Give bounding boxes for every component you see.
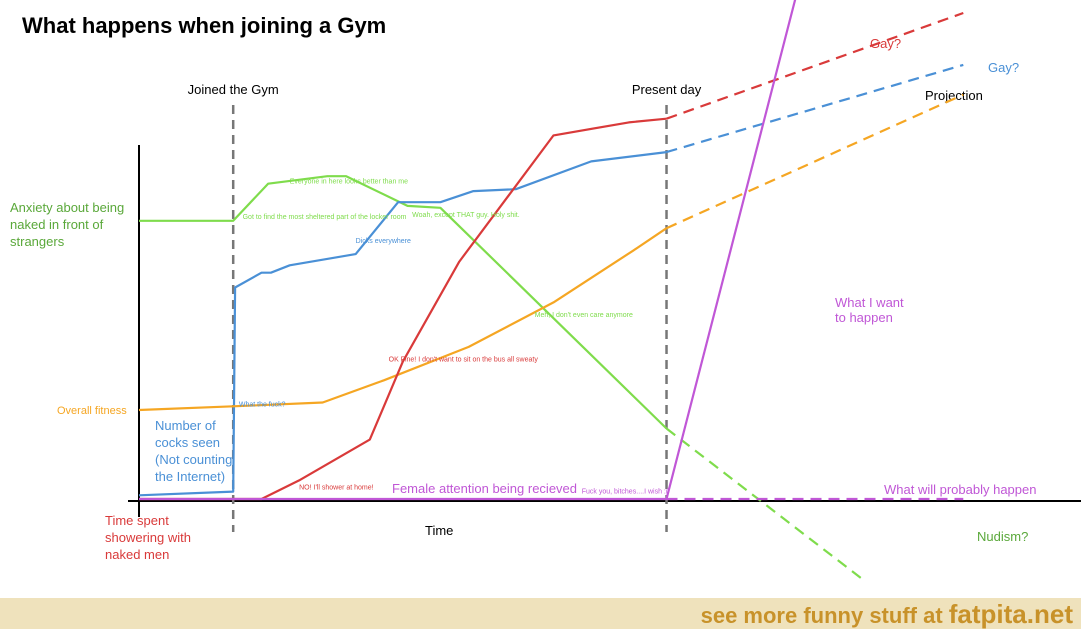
series-time-spent-showering-with-naked-men-annotation-0: NO! I'll shower at home! — [299, 485, 374, 492]
footer-prefix: see more funny stuff at — [700, 603, 949, 628]
series-anxiety-about-being-naked-in-front-of-st-line — [139, 175, 668, 430]
series-label-female-attention: Female attention being recieved — [392, 481, 577, 496]
series-time-spent-showering-with-naked-men-line — [139, 117, 667, 501]
series-label-cocks: Number of cocks seen (Not counting the I… — [155, 418, 236, 484]
series-anxiety-about-being-naked-in-front-of-st-projection — [665, 427, 865, 582]
projection-label-red-gay: Gay? — [870, 36, 901, 51]
series-label-showering: Time spent showering with naked men — [105, 513, 195, 562]
series-number-of-cocks-seen-not-counting-the-in-line — [138, 151, 667, 497]
gym-line-chart: What happens when joining a Gym Time Joi… — [10, 0, 1081, 582]
series-female-attention-being-recieved-wish-line — [665, 0, 797, 500]
series-number-of-cocks-seen-not-counting-the-in-annotation-1: Dicks everywhere — [356, 238, 411, 245]
chart-title: What happens when joining a Gym — [22, 13, 386, 38]
projection-label-wish-2: to happen — [835, 310, 893, 325]
series-anxiety-about-being-naked-in-front-of-st-annotation-1: Everyone in here looks better than me — [290, 179, 408, 186]
series-number-of-cocks-seen-not-counting-the-in-projection — [666, 63, 964, 154]
series-label-anxiety: Anxiety about being naked in front of st… — [10, 200, 128, 249]
projection-label-nudism: Nudism? — [977, 529, 1028, 544]
time-markers: Joined the Gym Present day — [188, 82, 702, 532]
projection-label-wish-1: What I want — [835, 295, 904, 310]
footer-banner: see more funny stuff at fatpita.net — [0, 598, 1081, 629]
series-anxiety-about-being-naked-in-front-of-st-annotation-3: Meh, I don't even care anymore — [535, 312, 633, 319]
projection-label: Projection — [925, 88, 983, 103]
series-layer — [138, 0, 964, 582]
series-time-spent-showering-with-naked-men-annotation-1: OK Fine! I don't want to sit on the bus … — [389, 357, 539, 364]
x-axis-label: Time — [425, 523, 453, 538]
series-number-of-cocks-seen-not-counting-the-in-annotation-0: What the fuck? — [239, 401, 286, 408]
series-overall-fitness-line — [138, 227, 668, 412]
series-time-spent-showering-with-naked-men-projection — [666, 11, 964, 120]
series-anxiety-about-being-naked-in-front-of-st-annotation-2: Woah, except THAT guy. Holy shit. — [412, 212, 520, 219]
series-overall-fitness-projection — [666, 93, 964, 230]
projection-label-probably: What will probably happen — [884, 482, 1036, 497]
series-anxiety-about-being-naked-in-front-of-st-annotation-0: Got to find the most sheltered part of t… — [243, 214, 407, 221]
series-female-attention-being-recieved-annotation-1: ...I wish :( — [638, 488, 669, 495]
annotation-layer: Got to find the most sheltered part of t… — [239, 36, 1037, 544]
marker-label-1: Present day — [632, 82, 702, 97]
series-label-fitness: Overall fitness — [57, 405, 127, 417]
marker-label-0: Joined the Gym — [188, 82, 279, 97]
projection-label-blue-gay: Gay? — [988, 60, 1019, 75]
series-female-attention-being-recieved-annotation-0: Fuck you, bitches. — [582, 488, 638, 495]
footer-text[interactable]: see more funny stuff at fatpita.net — [701, 599, 1073, 629]
footer-site-link[interactable]: fatpita.net — [948, 599, 1073, 629]
